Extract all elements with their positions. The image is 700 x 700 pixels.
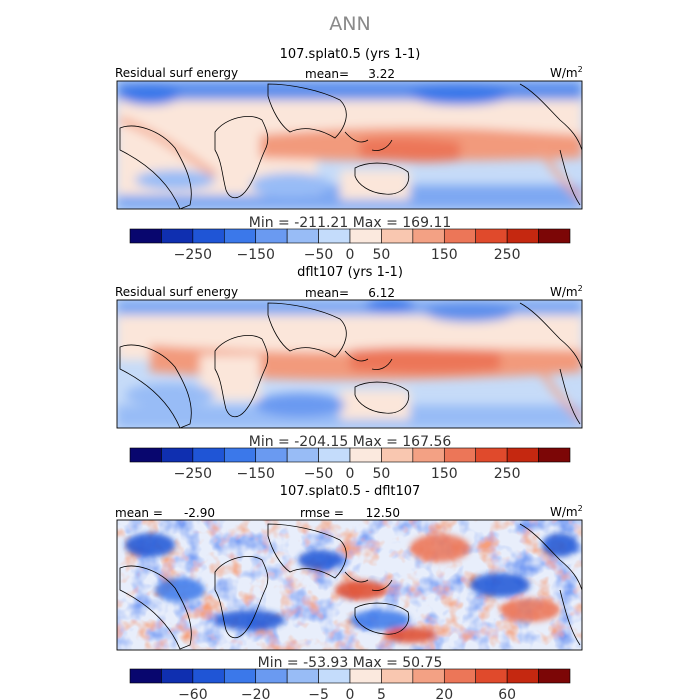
panel-1-mean-label: mean= [305,67,349,81]
colorbar-swatch [286,228,319,244]
colorbar-tick-label: 0 [346,247,355,263]
colorbar-tick-label: 0 [346,687,355,700]
colorbar-swatch [349,668,382,684]
colorbar-swatch [475,668,508,684]
panel-3-mean-value: -2.90 [184,506,215,520]
colorbar-swatch [192,668,225,684]
colorbar-tick-label: −5 [308,687,329,700]
colorbar-swatch [412,447,445,463]
colorbar-swatch [475,447,508,463]
panel-2-mean-value: 6.12 [368,286,395,300]
panel-3-units: W/m2 [550,504,583,519]
colorbar-swatch [223,447,257,463]
colorbar-swatch [538,668,571,684]
colorbar-tick-label: −150 [236,466,274,482]
colorbar-swatch [381,228,414,244]
colorbar-swatch [223,668,257,684]
colorbar-swatch [506,668,539,684]
panel-3-rmse-label: rmse = [300,506,344,520]
colorbar-swatch [506,447,539,463]
colorbar-swatch [255,228,288,244]
colorbar-swatch [506,228,539,244]
colorbar-tick-label: 250 [494,247,521,263]
colorbar-swatch [318,228,351,244]
colorbar-tick-label: 150 [431,247,458,263]
colorbar-swatch [349,228,382,244]
colorbar-swatch [349,447,382,463]
panel-1-units: W/m2 [550,65,583,80]
colorbar-swatch [192,228,225,244]
panel-1-colorbar: −250 −150 −50 0 50 150 250 [129,228,571,263]
panel-1-map [117,81,582,209]
colorbar-swatch [538,228,571,244]
colorbar-swatch [318,668,351,684]
colorbar-tick-label: 250 [494,466,521,482]
panel-2-colorbar: −250 −150 −50 0 50 150 250 [129,447,571,482]
colorbar-tick-label: −20 [241,687,271,700]
panel-2: dflt107 (yrs 1-1) Residual surf energy m… [115,265,583,482]
global-title: ANN [329,13,370,35]
panel-3-colorbar: −60 −20 −5 0 5 20 60 [129,668,571,700]
panel-2-units: W/m2 [550,284,583,299]
colorbar-swatch [443,447,477,463]
colorbar-tick-label: −60 [178,687,208,700]
panel-1-title: 107.splat0.5 (yrs 1-1) [280,47,421,62]
panel-2-field-label: Residual surf energy [115,285,238,299]
colorbar-tick-label: 50 [373,247,391,263]
colorbar-swatch [381,668,414,684]
colorbar-swatch [475,228,508,244]
colorbar-swatch [538,447,571,463]
panel-1-mean-value: 3.22 [368,67,395,81]
colorbar-swatch [286,447,319,463]
colorbar-tick-label: −50 [304,466,334,482]
colorbar-swatch [255,668,288,684]
panel-1: 107.splat0.5 (yrs 1-1) Residual surf ene… [115,47,583,263]
colorbar-swatch [381,447,414,463]
colorbar-tick-label: 20 [435,687,453,700]
colorbar-swatch [412,228,445,244]
panel-3-mean-label: mean = [115,506,163,520]
panel-1-field-label: Residual surf energy [115,66,238,80]
colorbar-swatch [129,668,162,684]
panel-3: 107.splat0.5 - dflt107 mean = -2.90 rmse… [115,484,583,700]
colorbar-swatch [412,668,445,684]
colorbar-tick-label: 0 [346,466,355,482]
panel-2-mean-label: mean= [305,286,349,300]
colorbar-tick-label: −250 [174,247,212,263]
colorbar-tick-label: −150 [236,247,274,263]
panel-1-minmax: Min = -211.21 Max = 169.11 [249,215,452,231]
colorbar-swatch [161,668,194,684]
panel-3-title: 107.splat0.5 - dflt107 [280,484,421,499]
colorbar-swatch [161,228,194,244]
colorbar-swatch [129,447,162,463]
panel-3-minmax: Min = -53.93 Max = 50.75 [258,655,443,671]
colorbar-tick-label: 150 [431,466,458,482]
colorbar-swatch [255,447,288,463]
colorbar-swatch [129,228,162,244]
colorbar-swatch [318,447,351,463]
colorbar-tick-label: 5 [377,687,386,700]
colorbar-tick-label: −250 [174,466,212,482]
colorbar-swatch [286,668,319,684]
colorbar-swatch [192,447,225,463]
panel-3-rmse-value: 12.50 [366,506,400,520]
colorbar-swatch [223,228,257,244]
panel-2-minmax: Min = -204.15 Max = 167.56 [249,434,452,450]
panel-2-title: dflt107 (yrs 1-1) [297,265,403,280]
colorbar-tick-label: −50 [304,247,334,263]
colorbar-swatch [443,668,477,684]
colorbar-swatch [443,228,477,244]
colorbar-tick-label: 50 [373,466,391,482]
colorbar-swatch [161,447,194,463]
panel-2-map [117,300,582,428]
colorbar-tick-label: 60 [498,687,516,700]
panel-3-map [117,520,582,650]
